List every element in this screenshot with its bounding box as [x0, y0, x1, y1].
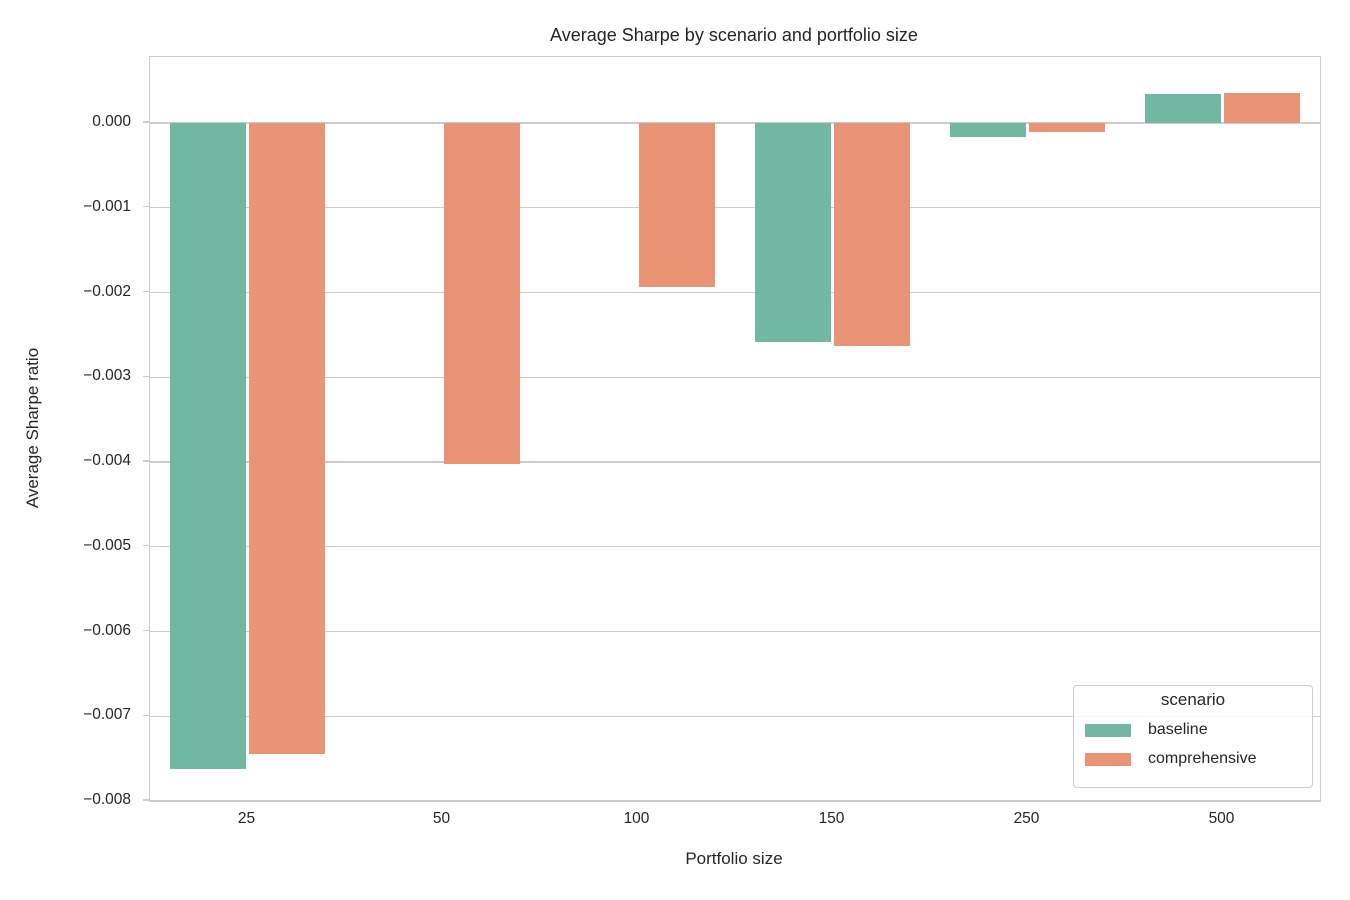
x-axis-label: Portfolio size [685, 849, 783, 868]
y-tick-label: −0.004 [83, 452, 131, 470]
legend: scenario baseline comprehensive [1073, 685, 1313, 788]
bar-baseline-500 [1145, 94, 1221, 124]
legend-entry-baseline: baseline [1085, 721, 1312, 739]
gridline-y [150, 291, 1320, 294]
gridline-y [150, 800, 1320, 802]
x-tick-label: 150 [818, 810, 845, 827]
y-axis-label: Average Sharpe ratio [23, 347, 42, 509]
bar-comprehensive-25 [249, 123, 325, 754]
bar-comprehensive-500 [1224, 92, 1300, 124]
x-tick-label: 100 [623, 810, 650, 827]
x-tick-label: 500 [1208, 810, 1235, 827]
chart-title: Average Sharpe by scenario and portfolio… [550, 25, 918, 45]
gridline-y [150, 546, 1320, 548]
gridline-y [150, 461, 1320, 463]
bar-comprehensive-100 [639, 123, 715, 288]
gridline-y [150, 207, 1320, 209]
y-tick-mark [143, 799, 149, 801]
gridline-y [150, 376, 1320, 378]
y-tick-mark [143, 290, 149, 293]
bar-baseline-150 [755, 123, 831, 342]
y-tick-label: −0.003 [83, 367, 131, 385]
baseline-swatch-icon [1085, 723, 1131, 737]
y-tick-mark [143, 375, 149, 377]
y-tick-label: −0.008 [83, 791, 131, 808]
bar-baseline-25 [170, 123, 246, 769]
y-tick-mark [143, 545, 149, 547]
x-tick-label: 250 [1013, 810, 1040, 827]
gridline-y [150, 122, 1320, 124]
plot-area [149, 56, 1321, 802]
gridline-y [150, 630, 1320, 633]
bar-comprehensive-50 [444, 123, 520, 464]
legend-label-comprehensive: comprehensive [1148, 750, 1257, 767]
gridline-y [150, 715, 1320, 717]
legend-entry-comprehensive: comprehensive [1085, 750, 1312, 768]
y-tick-label: −0.005 [83, 536, 131, 554]
y-tick-label: −0.002 [83, 282, 131, 300]
legend-title: scenario [1160, 690, 1226, 709]
y-tick-label: −0.007 [83, 706, 131, 724]
y-tick-label: 0.000 [92, 113, 131, 131]
comprehensive-swatch-icon [1085, 752, 1131, 766]
y-tick-mark [143, 714, 149, 716]
x-tick-label: 25 [237, 810, 256, 827]
y-tick-mark [143, 206, 149, 208]
y-tick-label: −0.001 [83, 197, 131, 215]
bar-baseline-250 [950, 123, 1026, 137]
bar-comprehensive-150 [834, 123, 910, 346]
y-tick-mark [143, 629, 149, 632]
bar-comprehensive-250 [1029, 123, 1105, 132]
x-tick-label: 50 [432, 810, 451, 827]
y-tick-mark [143, 460, 149, 462]
y-tick-label: −0.006 [83, 621, 131, 639]
y-tick-mark [143, 121, 149, 123]
legend-label-baseline: baseline [1148, 721, 1208, 738]
